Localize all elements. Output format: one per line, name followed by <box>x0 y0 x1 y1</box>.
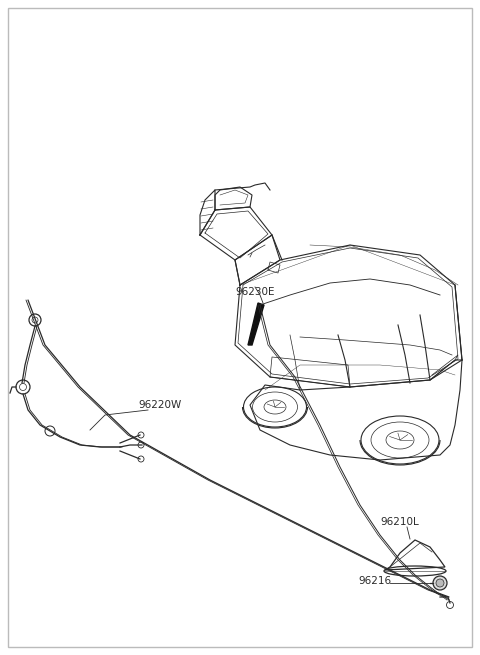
Text: 96230E: 96230E <box>235 287 275 297</box>
Circle shape <box>436 579 444 587</box>
Text: 96210L: 96210L <box>380 517 419 527</box>
Text: 96216: 96216 <box>358 576 391 586</box>
Polygon shape <box>248 303 264 345</box>
Circle shape <box>433 576 447 590</box>
Text: 96220W: 96220W <box>138 400 181 410</box>
